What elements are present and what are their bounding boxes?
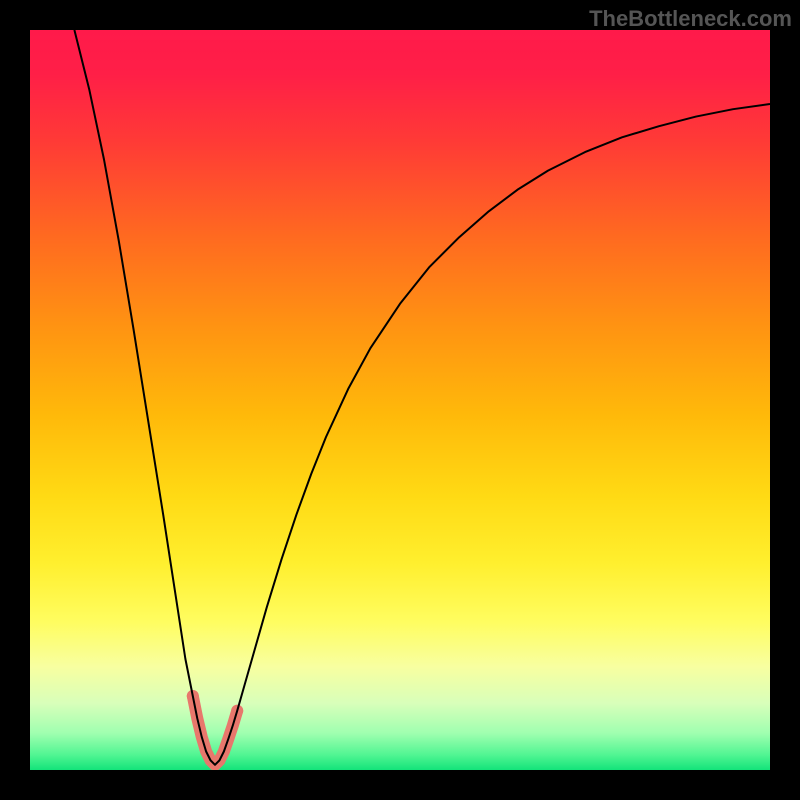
plot-area: [30, 30, 770, 770]
root: TheBottleneck.com: [0, 0, 800, 800]
watermark-text: TheBottleneck.com: [589, 6, 792, 32]
chart-svg: [30, 30, 770, 770]
chart-background: [30, 30, 770, 770]
